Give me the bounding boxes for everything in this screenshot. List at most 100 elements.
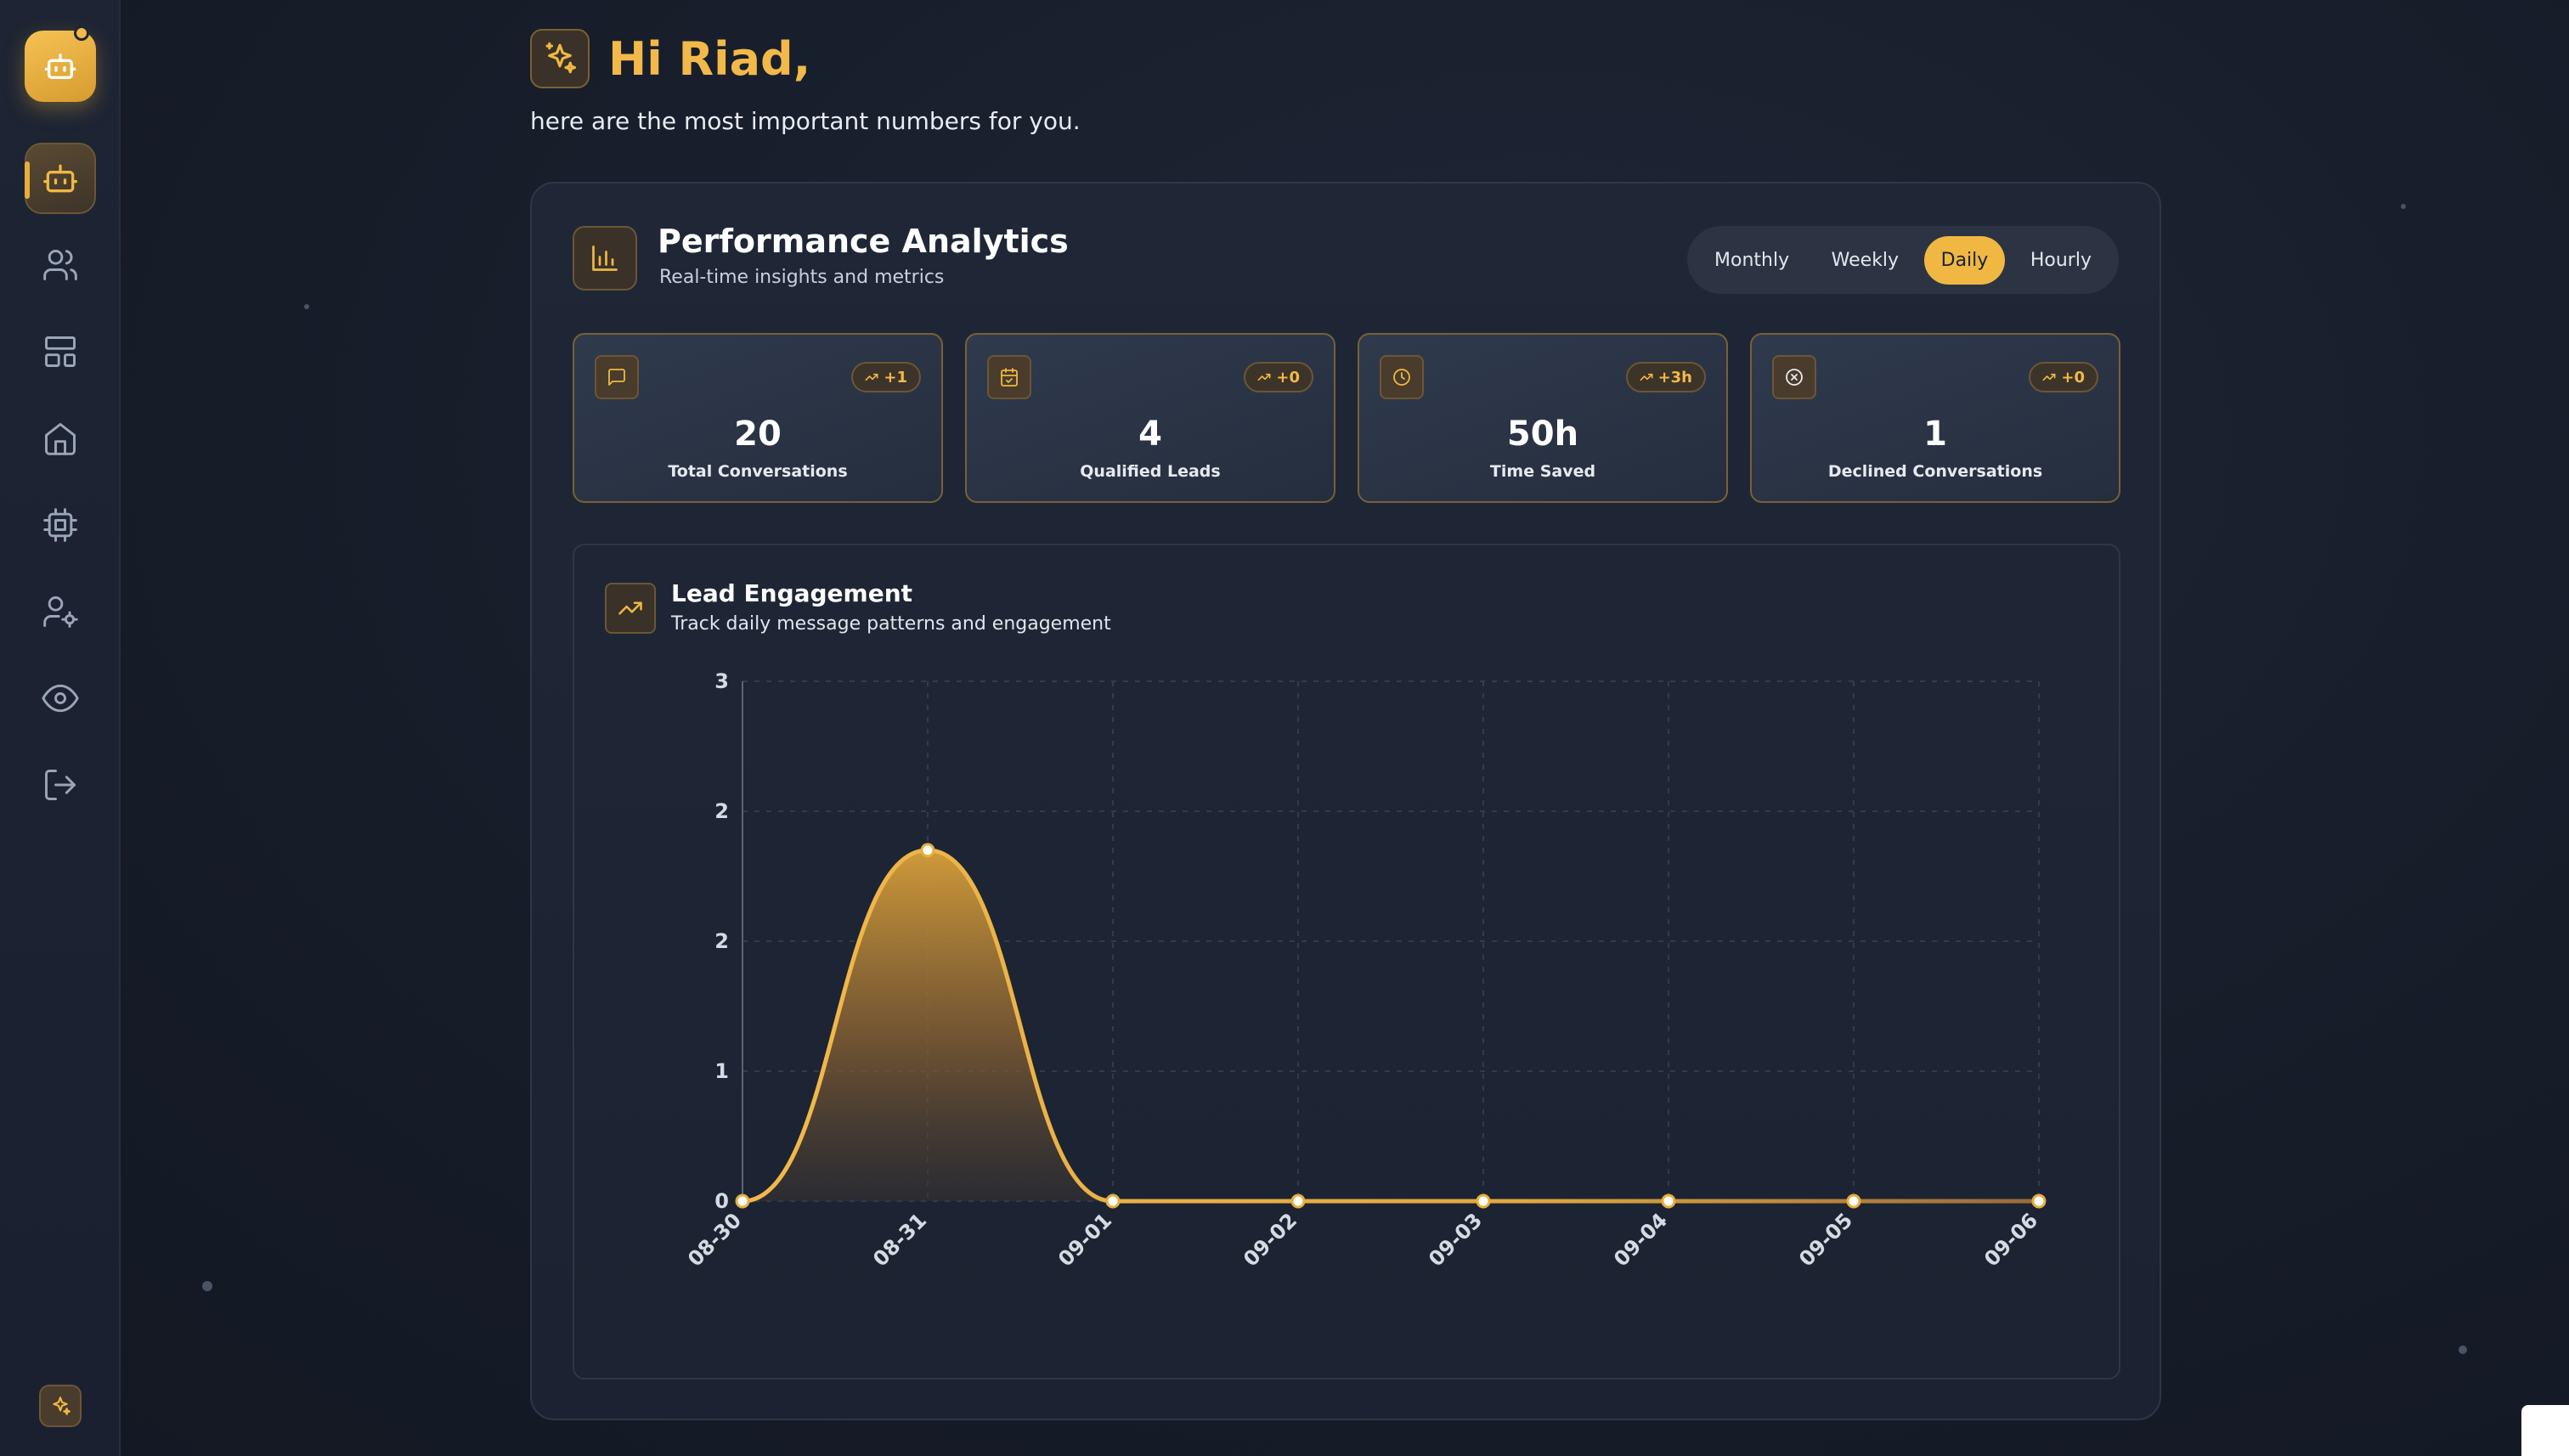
- message-icon: [608, 369, 625, 386]
- stats-row: +1 20 Total Conversations +0 4 Qualified…: [573, 333, 2120, 503]
- stat-icon-box: [987, 355, 1031, 399]
- area-fill: [742, 849, 2039, 1201]
- x-tick-label: 09-01: [1053, 1208, 1116, 1271]
- x-tick-label: 09-06: [1979, 1208, 2042, 1271]
- data-point: [920, 843, 935, 858]
- background-star: [2401, 204, 2406, 209]
- x-tick-label: 09-04: [1609, 1208, 1672, 1271]
- nav-item-user-settings[interactable]: [25, 576, 96, 647]
- notification-dot: [74, 25, 89, 41]
- y-tick-label: 2: [714, 799, 729, 823]
- app-logo[interactable]: [25, 25, 96, 102]
- user-settings-icon: [43, 596, 78, 628]
- tab-daily[interactable]: Daily: [1923, 235, 2006, 285]
- trend-up-icon: [618, 601, 642, 615]
- nav-item-layout[interactable]: [25, 316, 96, 387]
- nav-item-logout[interactable]: [25, 749, 96, 821]
- stat-label: Qualified Leads: [1080, 462, 1221, 481]
- stat-icon-box: [595, 355, 639, 399]
- x-tick-label: 08-31: [868, 1208, 931, 1271]
- chart-subtitle: Track daily message patterns and engagem…: [671, 613, 1111, 635]
- sparkle-icon: [53, 1397, 71, 1415]
- data-point: [1661, 1194, 1676, 1209]
- clock-icon: [1393, 369, 1410, 386]
- greeting-header: Hi Riad,: [530, 29, 810, 88]
- tab-monthly[interactable]: Monthly: [1714, 249, 1790, 271]
- y-tick-label: 3: [714, 669, 729, 693]
- nav-item-eye[interactable]: [25, 663, 96, 734]
- stat-value: 50h: [1506, 415, 1579, 454]
- lead-engagement-card: 0 1 2 2 3 08-30 08-31 09-01 09-02 09-03 09-04 09-05…: [573, 544, 2120, 1380]
- data-point: [1105, 1194, 1121, 1209]
- background-star: [202, 1281, 212, 1291]
- performance-analytics-panel: Performance Analytics Real-time insights…: [530, 182, 2161, 1420]
- lead-engagement-chart: 0 1 2 2 3 08-30 08-31 09-01 09-02 09-03 09-04 09-05…: [683, 669, 2047, 1272]
- stat-value: 4: [1138, 415, 1162, 454]
- trend-up-icon: [865, 373, 878, 381]
- stat-icon-box: [1380, 355, 1424, 399]
- stat-badge-value: +0: [2061, 368, 2085, 387]
- stat-trend-badge: +1: [851, 362, 921, 392]
- stat-badge-value: +1: [884, 368, 907, 387]
- y-tick-label: 0: [714, 1189, 729, 1213]
- tab-weekly[interactable]: Weekly: [1831, 249, 1900, 271]
- nav-item-users[interactable]: [25, 229, 96, 301]
- chart-icon-box: [605, 583, 656, 634]
- greeting-title: Hi Riad,: [608, 31, 811, 86]
- data-point: [2031, 1194, 2047, 1209]
- stat-card-time-saved[interactable]: +3h 50h Time Saved: [1358, 333, 1728, 503]
- cpu-icon: [43, 508, 77, 542]
- stat-label: Declined Conversations: [1827, 462, 2043, 481]
- sidebar: [0, 0, 121, 1456]
- panel-subtitle: Real-time insights and metrics: [659, 267, 945, 288]
- users-icon: [43, 250, 77, 280]
- chart-title: Lead Engagement: [671, 579, 913, 607]
- logout-icon: [45, 770, 76, 800]
- background-star: [2459, 1346, 2467, 1354]
- data-point: [1476, 1194, 1491, 1209]
- stat-card-declined-conversations[interactable]: +0 1 Declined Conversations: [1750, 333, 2120, 503]
- layout-icon: [45, 336, 76, 367]
- trend-up-icon: [1640, 373, 1653, 381]
- corner-widget[interactable]: [2521, 1405, 2569, 1456]
- stat-badge-value: +3h: [1657, 368, 1692, 387]
- x-tick-label: 09-03: [1424, 1208, 1487, 1271]
- nav-item-home[interactable]: [25, 403, 96, 474]
- x-tick-label: 08-30: [683, 1208, 746, 1271]
- stat-label: Time Saved: [1489, 462, 1596, 481]
- period-tabs: Monthly Weekly Daily Hourly: [1687, 226, 2119, 294]
- x-tick-label: 09-02: [1239, 1208, 1301, 1271]
- panel-icon-box: [573, 226, 637, 291]
- trend-up-icon: [2042, 373, 2056, 381]
- home-icon: [45, 423, 76, 455]
- stat-icon-box: [1772, 355, 1816, 399]
- bot-icon: [43, 164, 77, 193]
- eye-icon: [42, 684, 79, 713]
- greeting-subtitle: here are the most important numbers for …: [530, 107, 1081, 135]
- series-line: [740, 848, 2041, 1204]
- stat-trend-badge: +0: [2029, 362, 2098, 392]
- sparkle-badge[interactable]: [39, 1385, 82, 1427]
- x-circle-icon: [1786, 369, 1803, 386]
- tab-hourly[interactable]: Hourly: [2030, 249, 2092, 271]
- greeting-icon-box: [530, 29, 590, 88]
- stat-card-total-conversations[interactable]: +1 20 Total Conversations: [573, 333, 943, 503]
- stat-label: Total Conversations: [668, 462, 848, 481]
- stat-badge-value: +0: [1276, 368, 1300, 387]
- sparkle-icon: [545, 42, 577, 74]
- stat-value: 20: [734, 415, 782, 454]
- stat-card-qualified-leads[interactable]: +0 4 Qualified Leads: [965, 333, 1335, 503]
- stat-trend-badge: +0: [1244, 362, 1313, 392]
- background-star: [304, 304, 309, 309]
- stat-value: 1: [1923, 415, 1947, 454]
- nav-item-cpu[interactable]: [25, 489, 96, 561]
- data-point: [1846, 1194, 1861, 1209]
- nav-item-bot[interactable]: [25, 143, 96, 214]
- bar-chart-icon: [592, 245, 618, 271]
- bot-logo-icon: [44, 54, 76, 80]
- y-tick-label: 1: [714, 1059, 729, 1083]
- panel-title: Performance Analytics: [658, 223, 1069, 260]
- trend-up-icon: [1257, 373, 1271, 381]
- calendar-check-icon: [1001, 368, 1018, 387]
- data-point: [735, 1194, 750, 1209]
